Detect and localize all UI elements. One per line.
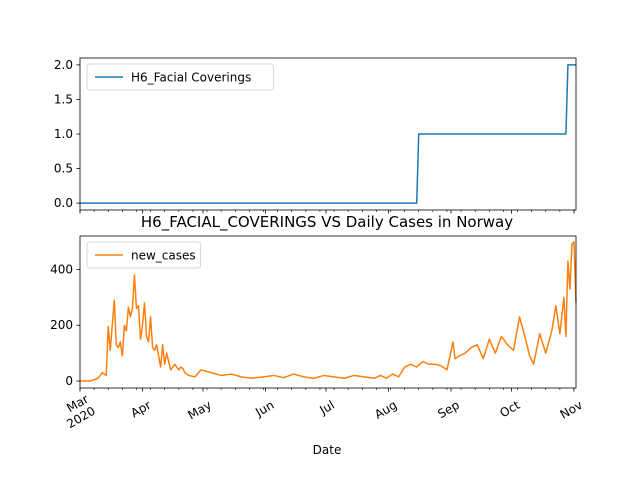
plot-area-0: 0.0 0.5 1.0 1.5 2.0 H6_Facial Coverings [54, 57, 577, 214]
y-tick-label: 0.5 [54, 162, 73, 176]
x-tick-label: Jun [252, 398, 276, 420]
y-tick-label: 400 [50, 262, 73, 276]
y-tick-label: 0 [65, 374, 73, 388]
x-tick-label: Sep [435, 398, 462, 421]
x-tick-label: Apr [128, 398, 153, 421]
x-tick-label: Mar2020 [57, 392, 97, 431]
y-tick-label: 2.0 [54, 58, 73, 72]
axes-frame-1 [79, 235, 577, 389]
y-tick-label: 1.0 [54, 127, 73, 141]
legend-0: H6_Facial Coverings [86, 63, 275, 91]
legend-1: new_cases [86, 241, 202, 269]
y-tick-label: 0.0 [54, 196, 73, 210]
x-tick-label: Jul [316, 398, 336, 418]
legend-box [86, 63, 275, 91]
x-axis-label: Date [313, 443, 342, 457]
legend-box [86, 241, 202, 269]
series-line-0-0 [80, 64, 576, 204]
axes-facial-coverings: 0.0 0.5 1.0 1.5 2.0 H6_Facial Coverings [54, 57, 577, 214]
axes-daily-cases: 0 200 400 Mar2020 Apr May Jun Jul Aug Sep Oct Nov ne… [50, 235, 585, 431]
x-tick-label: Aug [372, 398, 399, 422]
x-tick-label: Oct [497, 398, 522, 421]
x-tick-label: Nov [558, 398, 585, 422]
y-tick-label: 1.5 [54, 92, 73, 106]
legend-label: new_cases [131, 249, 196, 263]
plot-area-1: 0 200 400 Mar2020 Apr May Jun Jul Aug Sep Oct Nov ne… [50, 235, 585, 431]
x-tick-label: May [185, 398, 213, 423]
y-tick-label: 200 [50, 318, 73, 332]
legend-label: H6_Facial Coverings [131, 71, 251, 85]
series-line-1-0 [80, 240, 577, 382]
chart-title: H6_FACIAL_COVERINGS VS Daily Cases in No… [141, 213, 513, 232]
